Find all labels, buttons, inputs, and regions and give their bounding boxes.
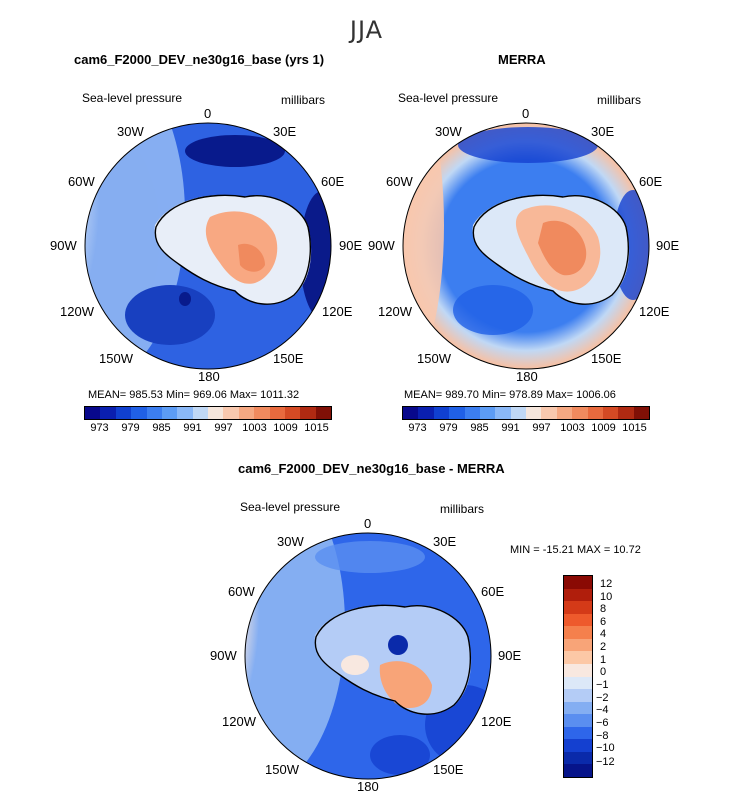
season-title: JJA: [349, 16, 384, 44]
panel-1-colorbar: 973 979 985 991 997 1003 1009 1015: [84, 406, 332, 440]
panel-3-tick: −1: [596, 679, 609, 691]
panel-3-lon-150e: 150E: [433, 762, 464, 777]
panel-3-tick: −6: [596, 717, 609, 729]
panel-3-tick: 1: [600, 654, 607, 666]
panel-2-tick: 985: [470, 422, 489, 434]
panel-3-tick: −10: [596, 742, 615, 754]
panel-3-tick: −12: [596, 756, 615, 768]
panel-2-variable-label: Sea-level pressure: [398, 91, 499, 105]
panel-3-tick: 10: [600, 591, 613, 603]
panel-1-tick: 1015: [304, 422, 329, 434]
panel-1-tick: 973: [90, 422, 109, 434]
panel-3-lon-90e: 90E: [498, 648, 522, 663]
panel-2-colorbar-strip: [402, 406, 650, 420]
panel-1-lon-30w: 30W: [117, 124, 144, 139]
panel-3-lon-180: 180: [357, 779, 379, 794]
panel-3-tick: 2: [600, 641, 607, 653]
panel-3-tick: −2: [596, 692, 609, 704]
panel-3-title: cam6_F2000_DEV_ne30g16_base - MERRA: [238, 461, 505, 476]
panel-2-lon-90w: 90W: [368, 238, 395, 253]
panel-3-variable-label: Sea-level pressure: [240, 500, 341, 514]
panel-3-tick: 0: [600, 666, 607, 678]
panel-3-tick: −8: [596, 730, 609, 742]
panel-2-tick: 991: [501, 422, 520, 434]
panel-2-units-label: millibars: [597, 93, 642, 107]
panel-1-lon-120e: 120E: [322, 304, 353, 319]
panel-1-lon-150w: 150W: [99, 351, 133, 366]
panel-1-stats: MEAN= 985.53 Min= 969.06 Max= 1011.32: [88, 389, 300, 401]
panel-3-tick: 6: [600, 616, 607, 628]
panel-1-lon-60e: 60E: [321, 174, 345, 189]
panel-3-units-label: millibars: [440, 502, 485, 516]
panel-1-colorbar-strip: [84, 406, 332, 420]
panel-2-tick: 1015: [622, 422, 647, 434]
panel-2-colorbar: 973 979 985 991 997 1003 1009 1015: [402, 406, 650, 440]
panel-3-tick: −4: [596, 704, 609, 716]
panel-1-lon-90e: 90E: [339, 238, 363, 253]
panel-3-colorbar: [563, 575, 593, 778]
panel-2-lon-0: 0: [522, 106, 530, 121]
panel-2-map: [402, 122, 650, 370]
panel-3-tick: 12: [600, 578, 613, 590]
panel-1-title: cam6_F2000_DEV_ne30g16_base (yrs 1): [74, 52, 325, 67]
panel-3-lon-30e: 30E: [433, 534, 457, 549]
panel-2-tick: 1003: [560, 422, 585, 434]
panel-1-units-label: millibars: [281, 93, 326, 107]
panel-1-tick: 1003: [242, 422, 267, 434]
panel-2-stats: MEAN= 989.70 Min= 978.89 Max= 1006.06: [404, 389, 616, 401]
panel-3-tick: 8: [600, 603, 607, 615]
panel-1-tick: 991: [183, 422, 202, 434]
panel-2-lon-150w: 150W: [417, 351, 451, 366]
panel-1-variable-label: Sea-level pressure: [82, 91, 183, 105]
panel-2-tick: 997: [532, 422, 551, 434]
panel-1-lon-60w: 60W: [68, 174, 95, 189]
panel-1-tick: 979: [121, 422, 140, 434]
panel-2-tick: 979: [439, 422, 458, 434]
panel-1-map: [84, 122, 332, 370]
panel-1-tick: 1009: [273, 422, 298, 434]
panel-3-lon-90w: 90W: [210, 648, 237, 663]
panel-2-lon-30e: 30E: [591, 124, 615, 139]
panel-3-lon-150w: 150W: [265, 762, 299, 777]
panel-1-lon-30e: 30E: [273, 124, 297, 139]
panel-2-lon-30w: 30W: [435, 124, 462, 139]
panel-3-lon-60w: 60W: [228, 584, 255, 599]
panel-1-lon-90w: 90W: [50, 238, 77, 253]
panel-2-lon-120e: 120E: [639, 304, 670, 319]
panel-3-stats: MIN = -15.21 MAX = 10.72: [510, 544, 641, 556]
panel-2-lon-60e: 60E: [639, 174, 663, 189]
panel-2-lon-60w: 60W: [386, 174, 413, 189]
panel-2-tick: 973: [408, 422, 427, 434]
panel-2-tick: 1009: [591, 422, 616, 434]
panel-2-title: MERRA: [498, 52, 546, 67]
panel-3-map: [244, 532, 492, 780]
panel-2-lon-90e: 90E: [656, 238, 680, 253]
panel-1-lon-0: 0: [204, 106, 212, 121]
panel-3-lon-120w: 120W: [222, 714, 256, 729]
panel-2-lon-150e: 150E: [591, 351, 622, 366]
panel-1-lon-150e: 150E: [273, 351, 304, 366]
panel-3-tick: 4: [600, 628, 607, 640]
panel-3-lon-120e: 120E: [481, 714, 512, 729]
panel-1-tick: 997: [214, 422, 233, 434]
panel-3-lon-0: 0: [364, 516, 372, 531]
panel-3-lon-30w: 30W: [277, 534, 304, 549]
panel-3-lon-60e: 60E: [481, 584, 505, 599]
panel-2-lon-180: 180: [516, 369, 538, 384]
panel-1-lon-180: 180: [198, 369, 220, 384]
panel-1-lon-120w: 120W: [60, 304, 94, 319]
panel-2-lon-120w: 120W: [378, 304, 412, 319]
panel-1-tick: 985: [152, 422, 171, 434]
panel-3-colorbar-strip: [564, 576, 592, 777]
